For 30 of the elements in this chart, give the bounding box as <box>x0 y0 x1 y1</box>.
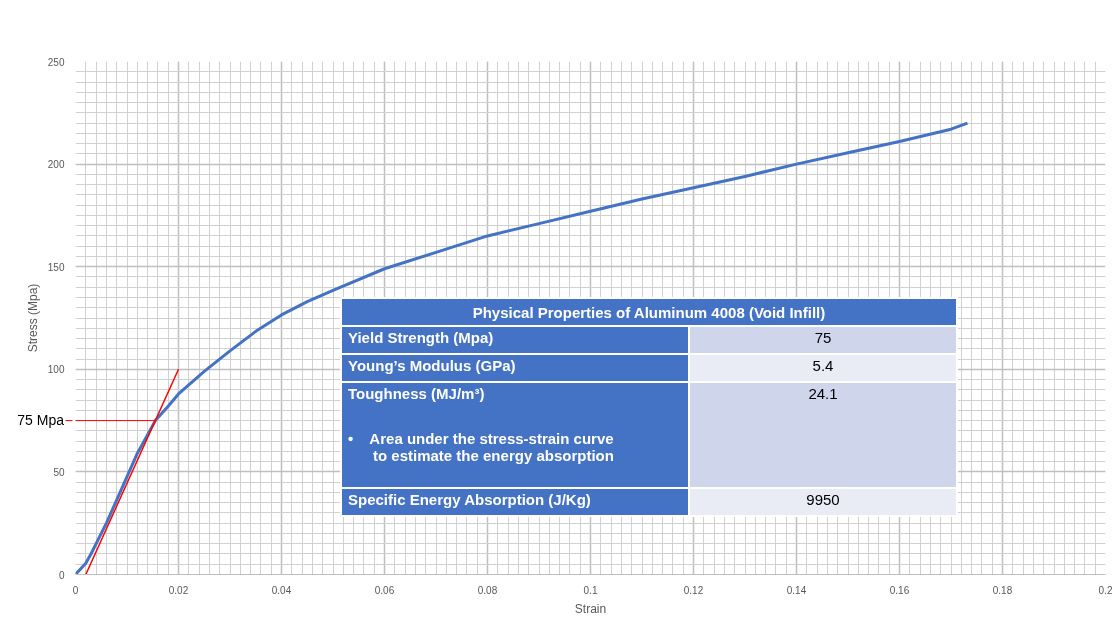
annotation: 9950 <box>689 488 957 516</box>
y-tick-label: 0 <box>58 569 65 581</box>
x-tick-label: 0.16 <box>889 584 910 596</box>
x-tick-label: 0.12 <box>683 584 704 596</box>
y-tick-label: 50 <box>53 466 65 478</box>
x-tick-label: 0.1 <box>583 584 598 596</box>
annotation: 5.4 <box>689 354 957 382</box>
annotation: Toughness (MJ/m³) <box>348 385 485 402</box>
annotation: 24.1 <box>689 382 957 488</box>
x-tick-label: 0.08 <box>477 584 498 596</box>
note: 75 Mpa <box>17 411 64 429</box>
x-tick-label: 0.2 <box>1098 584 1113 596</box>
x-tick-label: 0.04 <box>271 584 292 596</box>
x-axis-title: Strain <box>574 601 607 616</box>
annotation: Yield Strength (Mpa) <box>341 326 689 354</box>
annotation: Physical Properties of Aluminum 4008 (Void Infill) <box>341 298 957 326</box>
y-tick-label: 150 <box>47 261 65 273</box>
y-axis-title: Stress (Mpa) <box>25 283 40 353</box>
x-tick-label: 0 <box>72 584 79 596</box>
x-tick-label: 0.14 <box>786 584 807 596</box>
y-tick-label: 100 <box>47 364 65 376</box>
x-tick-label: 0.06 <box>374 584 395 596</box>
x-tick-label: 0.18 <box>992 584 1013 596</box>
annotation: • Area under the stress-strain curve to estimate the energy absorption <box>348 430 615 464</box>
y-tick-label: 250 <box>47 56 65 68</box>
annotation: Specific Energy Absorption (J/Kg) <box>341 488 689 516</box>
annotation: Young’s Modulus (GPa) <box>341 354 689 382</box>
x-tick-label: 0.02 <box>168 584 189 596</box>
y-tick-label: 200 <box>47 159 65 171</box>
annotation: 75 <box>689 326 957 354</box>
